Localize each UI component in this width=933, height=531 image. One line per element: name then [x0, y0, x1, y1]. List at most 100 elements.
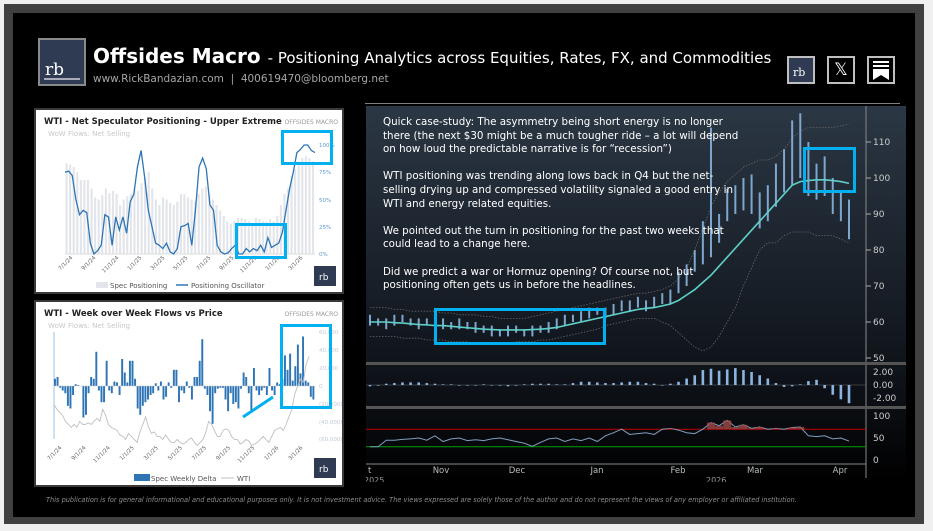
weekly-delta-bar: [77, 385, 80, 386]
weekly-delta-bar: [193, 377, 196, 386]
weekly-delta-bar: [260, 386, 263, 391]
weekly-delta-bar: [214, 386, 217, 394]
spec-positioning-bar: [179, 194, 182, 254]
legend-label: Spec Weekly Delta: [151, 475, 216, 483]
weekly-delta-bar: [85, 386, 87, 415]
x-tick-label: 7/1/25: [191, 445, 208, 462]
x-tick-label: t: [368, 466, 372, 476]
x-tick-label: 5/1/25: [167, 445, 184, 462]
legend-swatch-spec-positioning: [96, 282, 108, 288]
weekly-delta-bar: [149, 386, 152, 395]
x-tick-label: 9/1/24: [81, 255, 98, 272]
spec-positioning-bar: [169, 202, 172, 254]
spec-positioning-bar: [190, 199, 193, 254]
rb-logo-text: rb: [319, 273, 329, 283]
substack-bookmark-icon[interactable]: [867, 56, 895, 84]
x-tick-label: 5/1/25: [173, 255, 190, 272]
website-link[interactable]: www.RickBandazian.com: [93, 73, 224, 85]
spec-positioning-bar: [94, 197, 97, 254]
rsi-overbought-fill: [771, 428, 780, 430]
y-tick-label: 90: [873, 210, 885, 220]
weekly-delta-bar: [159, 381, 162, 386]
weekly-delta-bar: [216, 386, 219, 389]
histogram-bar: [555, 384, 559, 385]
histogram-bar: [441, 384, 445, 385]
weekly-delta-bar: [185, 381, 188, 386]
weekly-delta-bar: [90, 377, 93, 386]
weekly-delta-bar: [59, 386, 62, 388]
spec-positioning-bar: [211, 199, 215, 254]
case-study-note: Quick case-study: The asymmetry being sh…: [383, 116, 743, 306]
email-link[interactable]: 400619470@bloomberg.net: [240, 73, 389, 85]
histogram-bar: [620, 382, 623, 385]
weekly-delta-bar: [307, 382, 310, 386]
rb-icon-text: rb: [793, 66, 806, 79]
legend-label: Spec Positioning: [110, 282, 167, 290]
x-tick-label: 11/1/25: [237, 445, 257, 465]
spec-positioning-bar: [219, 210, 222, 254]
y-tick-label: 60,000: [319, 330, 339, 336]
histogram-bar: [449, 384, 453, 385]
y-tick-label: 100: [873, 174, 890, 184]
weekly-delta-bar: [271, 386, 274, 391]
spec-positioning-bar: [215, 204, 218, 254]
weekly-delta-bar: [147, 386, 149, 400]
highlight-box-recent-flows: [280, 324, 332, 409]
histogram-bar: [644, 383, 648, 385]
flows-chart: WTI - Week over Week Flows vs Price WoW F…: [44, 309, 343, 483]
weekly-delta-bar: [273, 386, 276, 395]
spec-positioning-bar: [304, 155, 307, 254]
histogram-bar: [669, 383, 672, 385]
histogram-bar: [839, 385, 843, 400]
note-paragraph: WTI positioning was trending along lows …: [383, 170, 734, 210]
x-tick-label: Dec: [509, 466, 526, 476]
histogram-bar: [636, 381, 640, 385]
rb-logo-icon[interactable]: rb: [787, 56, 815, 84]
highlight-box-q4-lows: [235, 223, 287, 259]
weekly-delta-bar: [221, 386, 224, 388]
histogram-bar: [725, 369, 729, 385]
contact-line: www.RickBandazian.com | 400619470@bloomb…: [93, 73, 389, 85]
weekly-delta-bar: [141, 386, 144, 406]
rb-logo: rb: [38, 38, 86, 86]
spec-positioning-bar: [115, 194, 118, 254]
x-tick-label: 1/1/26: [264, 445, 281, 462]
spec-positioning-bar: [276, 215, 279, 254]
weekly-delta-bar: [190, 386, 193, 400]
weekly-delta-bar: [255, 386, 258, 391]
weekly-delta-bar: [234, 386, 237, 403]
weekly-delta-bar: [289, 353, 292, 386]
histogram-bar: [798, 384, 802, 385]
histogram-bar: [782, 385, 786, 387]
legend-label: WTI: [237, 475, 250, 483]
x-tick-label: 7/1/24: [58, 255, 75, 272]
weekly-delta-bar: [237, 386, 240, 409]
x-tick-label: 11/1/24: [92, 445, 112, 465]
legend-swatch-delta: [134, 474, 150, 481]
spec-positioning-bar: [104, 188, 107, 254]
histogram-bar: [612, 383, 615, 385]
histogram-bar: [376, 385, 380, 386]
weekly-delta-bar: [134, 378, 137, 386]
highlight-box-consolidation: [434, 308, 606, 345]
title-brand: Offsides Macro: [93, 44, 261, 68]
weekly-delta-bar: [196, 377, 199, 386]
y-tick-label: 0%: [319, 252, 328, 258]
histogram-bar: [433, 383, 437, 385]
y-tick-label: 25%: [319, 225, 331, 231]
spec-positioning-bar: [236, 218, 240, 254]
x-icon[interactable]: 𝕏: [827, 56, 855, 84]
y-tick-label: 80: [873, 246, 885, 256]
weekly-delta-bar: [64, 386, 67, 394]
histogram-tick-label: -2.00: [873, 394, 897, 404]
positioning-chart: WTI - Net Speculator Positioning - Upper…: [44, 117, 338, 290]
weekly-delta-bar: [92, 378, 95, 386]
histogram-bar: [571, 383, 575, 385]
y-tick-label: 70: [873, 282, 885, 292]
spec-positioning-bar: [222, 215, 225, 254]
histogram-bar: [717, 370, 721, 385]
spec-positioning-bar: [176, 201, 179, 254]
spec-positioning-bar: [86, 179, 90, 254]
histogram-bar: [563, 384, 567, 385]
weekly-delta-bar: [105, 360, 108, 386]
